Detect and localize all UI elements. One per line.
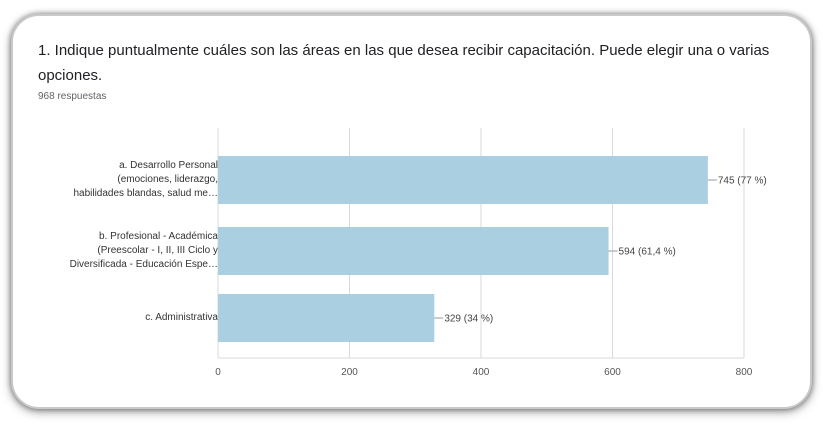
bar [218, 227, 609, 275]
category-label: c. Administrativa [0, 311, 218, 325]
category-label-line: Diversificada - Educación Espe… [69, 259, 218, 270]
question-title: 1. Indique puntualmente cuáles son las á… [38, 42, 770, 84]
category-label: b. Profesional - Académica (Preescolar - … [0, 230, 218, 272]
category-label-line: (emociones, liderazgo, [117, 174, 218, 185]
x-tick-label: 400 [473, 367, 490, 378]
x-tick-label: 600 [604, 367, 621, 378]
category-label-line: b. Profesional - Académica [99, 231, 218, 242]
x-tick-label: 200 [341, 367, 358, 378]
category-label: a. Desarrollo Personal (emociones, lidera… [0, 159, 218, 201]
response-count: 968 respuestas [38, 91, 107, 102]
bar [218, 156, 708, 204]
bar [218, 294, 435, 342]
data-label: 745 (77 %) [718, 176, 767, 187]
data-label: 594 (61,4 %) [619, 247, 676, 258]
data-label: 329 (34 %) [444, 314, 493, 325]
x-tick-label: 800 [736, 367, 753, 378]
category-label-line: c. Administrativa [145, 312, 218, 323]
category-label-line: (Preescolar - I, II, III Ciclo y [97, 245, 218, 256]
category-label-line: a. Desarrollo Personal [119, 160, 218, 171]
x-tick-label: 0 [215, 367, 221, 378]
category-label-line: habilidades blandas, salud me… [73, 188, 218, 199]
question-card [11, 14, 812, 409]
